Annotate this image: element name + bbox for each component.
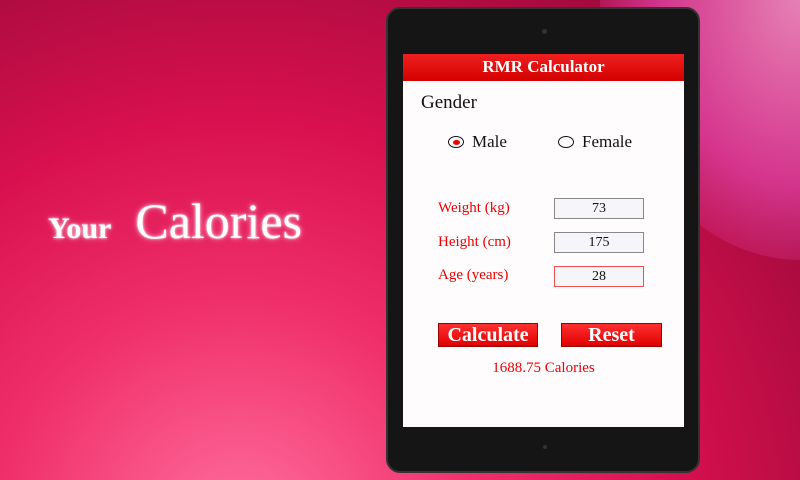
height-label: Height (cm) [438,234,511,250]
weight-label: Weight (kg) [438,200,510,216]
result-text: 1688.75 Calories [492,360,595,376]
age-label: Age (years) [438,267,509,283]
radio-male[interactable]: Male [448,132,507,152]
tagline-your: Your [48,212,112,245]
reset-button[interactable]: Reset [561,323,662,347]
gender-label: Gender [421,92,477,113]
radio-label: Female [582,132,633,151]
radio-checked-icon [448,136,464,148]
calculate-button[interactable]: Calculate [438,323,538,347]
app-screen: RMR Calculator Gender Male Female Weight… [403,54,684,427]
app-title: RMR Calculator [403,54,684,81]
promo-tagline: Your Calories [48,192,302,250]
radio-label: Male [472,132,507,151]
tablet-frame: RMR Calculator Gender Male Female Weight… [386,7,700,473]
height-input[interactable]: 175 [554,232,644,253]
tagline-calories: Calories [135,193,302,249]
camera-icon [542,29,547,34]
age-input[interactable]: 28 [554,266,644,287]
home-dot-icon [543,445,547,449]
radio-female[interactable]: Female [558,132,632,152]
radio-unchecked-icon [558,136,574,148]
weight-input[interactable]: 73 [554,198,644,219]
